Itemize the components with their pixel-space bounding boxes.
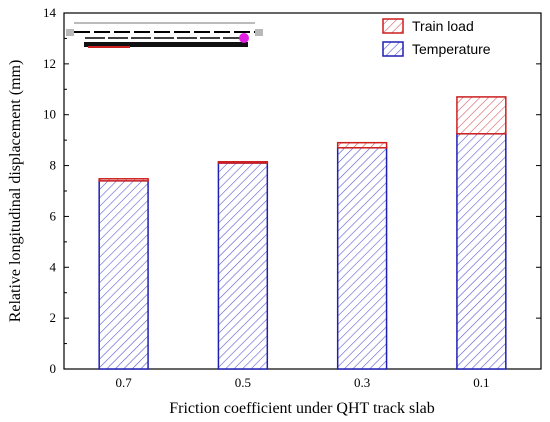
bar-temperature bbox=[98, 180, 149, 370]
track-schematic-inset bbox=[66, 22, 263, 48]
bar-temperature bbox=[456, 133, 507, 370]
y-tick-label: 6 bbox=[50, 208, 57, 223]
x-tick-label: 0.7 bbox=[116, 375, 133, 390]
legend-label-temperature: Temperature bbox=[412, 41, 491, 57]
y-tick-label: 2 bbox=[50, 310, 57, 325]
bar-train-load bbox=[456, 96, 507, 135]
y-axis: 0 2 4 6 8 10 12 14 bbox=[43, 5, 541, 376]
bar-series bbox=[98, 96, 507, 370]
x-tick-label: 0.3 bbox=[354, 375, 370, 390]
y-tick-label: 4 bbox=[50, 259, 57, 274]
legend: Train load Temperature bbox=[382, 18, 491, 57]
y-tick-label: 10 bbox=[43, 107, 56, 122]
y-tick-label: 12 bbox=[43, 56, 56, 71]
x-axis: 0.7 0.5 0.3 0.1 bbox=[116, 364, 490, 390]
legend-swatch-train-load bbox=[382, 18, 404, 34]
y-tick-label: 14 bbox=[43, 5, 57, 20]
bar-temperature bbox=[336, 147, 388, 370]
legend-label-train-load: Train load bbox=[412, 18, 474, 34]
bar-train-load bbox=[98, 178, 149, 182]
legend-swatch-temperature bbox=[382, 41, 404, 57]
bar-train-load bbox=[217, 161, 269, 164]
bar-train-load bbox=[336, 141, 388, 149]
y-axis-title: Relative longitudinal displacement (mm) bbox=[7, 60, 24, 323]
x-tick-label: 0.5 bbox=[235, 375, 251, 390]
bar-temperature bbox=[217, 162, 269, 370]
y-tick-label: 0 bbox=[50, 361, 57, 376]
x-axis-title: Friction coefficient under QHT track sla… bbox=[169, 400, 435, 417]
x-tick-label: 0.1 bbox=[473, 375, 489, 390]
y-tick-label: 8 bbox=[50, 158, 57, 173]
